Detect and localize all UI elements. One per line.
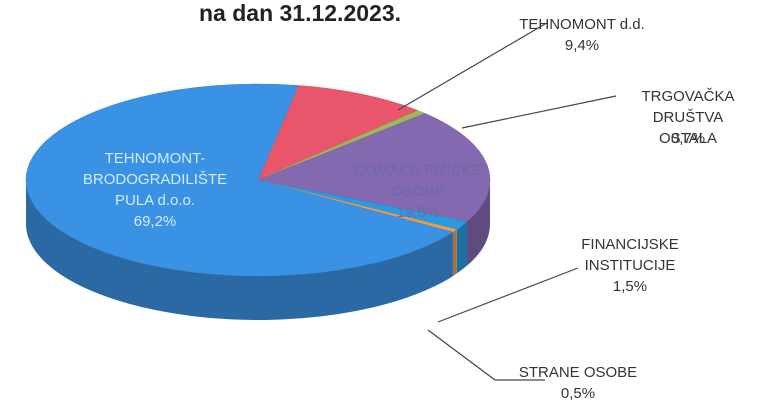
slice (25, 83, 454, 277)
callout-label: FINANCIJSKE INSTITUCIJE (581, 236, 679, 274)
slice-label: DOMAĆE FIZIČKE OSOBE (354, 162, 482, 200)
slice-label: TEHNOMONT- BRODOGRADILIŠTE PULA d.o.o. (82, 150, 228, 209)
slice-side (452, 229, 457, 277)
chart-title: na dan 31.12.2023. (198, 0, 402, 26)
leader-line (397, 23, 546, 111)
slice-side (456, 221, 468, 274)
leader-line (461, 95, 617, 129)
value-label: 69,2% (133, 213, 177, 230)
callout-label: TEHNOMONT d.d. (519, 16, 645, 33)
slice (257, 113, 491, 222)
slice-side (26, 180, 453, 320)
callout-label: STRANE OSOBE (518, 364, 638, 381)
value-label: 0,7% (670, 130, 706, 147)
leader-line (427, 329, 545, 381)
value-label: 19,5% (396, 204, 440, 221)
value-label: 0,5% (560, 385, 596, 402)
value-label: 1,5% (612, 278, 648, 295)
callout-label: TRGOVAČKA DRUŠTVA OSTALA (641, 88, 735, 147)
value-label: 9,4% (564, 37, 600, 54)
slice (257, 85, 419, 181)
leader-line (437, 267, 579, 323)
